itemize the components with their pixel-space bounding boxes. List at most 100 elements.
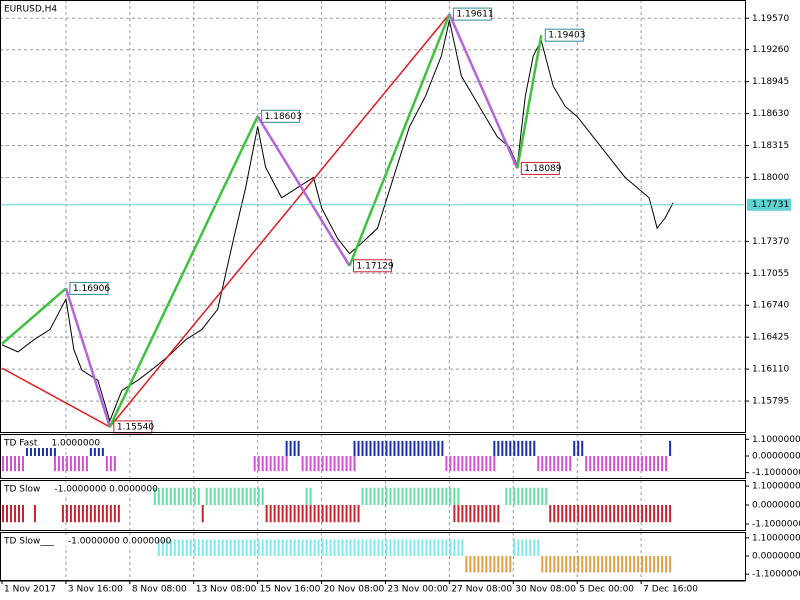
histogram-bar xyxy=(393,539,396,556)
histogram-bar xyxy=(29,440,32,456)
histogram-bar xyxy=(289,440,292,456)
histogram-bar xyxy=(353,539,356,556)
histogram-bar xyxy=(245,539,248,556)
histogram-bar xyxy=(449,456,452,472)
histogram-bar xyxy=(569,456,572,472)
histogram-bar xyxy=(553,556,556,573)
histogram-bar xyxy=(265,539,268,556)
histogram-bar xyxy=(273,456,276,472)
histogram-bar xyxy=(353,440,356,456)
histogram-bar xyxy=(17,456,20,472)
histogram-bar xyxy=(601,556,604,573)
histogram-bar xyxy=(633,505,636,523)
histogram-bar xyxy=(461,539,464,556)
histogram-bar xyxy=(221,487,224,505)
histogram-bar xyxy=(645,556,648,573)
panel-frame xyxy=(0,434,746,479)
histogram-bar xyxy=(337,505,340,523)
histogram-bar xyxy=(385,487,388,505)
histogram-bar xyxy=(301,539,304,556)
zigzag-label: 1.18603 xyxy=(265,112,302,122)
histogram-bar xyxy=(473,556,476,573)
histogram-bar xyxy=(669,556,672,573)
histogram-bar xyxy=(113,505,116,523)
histogram-bar xyxy=(185,539,188,556)
histogram-bar xyxy=(541,556,544,573)
panel-name: TD Slow___ xyxy=(3,537,54,547)
histogram-bar xyxy=(393,440,396,456)
histogram-bar xyxy=(469,456,472,472)
histogram-bar xyxy=(417,440,420,456)
histogram-bar xyxy=(345,505,348,523)
histogram-bar xyxy=(409,487,412,505)
histogram-bar xyxy=(485,456,488,472)
histogram-bar xyxy=(329,505,332,523)
x-tick-label: 27 Nov 08:00 xyxy=(451,585,512,595)
histogram-bar xyxy=(577,440,580,456)
histogram-bar xyxy=(525,440,528,456)
histogram-bar xyxy=(189,487,192,505)
histogram-bar xyxy=(177,487,180,505)
histogram-bar xyxy=(181,539,184,556)
histogram-bar xyxy=(597,505,600,523)
histogram-bar xyxy=(537,539,540,556)
histogram-bar xyxy=(601,456,604,472)
histogram-bar xyxy=(557,505,560,523)
histogram-bar xyxy=(629,505,632,523)
histogram-bar xyxy=(361,440,364,456)
zigzag-label: 1.18089 xyxy=(524,164,561,174)
histogram-bar xyxy=(205,539,208,556)
histogram-bar xyxy=(25,440,28,456)
histogram-bar xyxy=(461,456,464,472)
histogram-bar xyxy=(557,556,560,573)
panel-label-bg xyxy=(2,535,152,546)
histogram-bar xyxy=(437,440,440,456)
y-tick-label: 1.1000000 xyxy=(752,482,800,492)
histogram-bar xyxy=(549,505,552,523)
histogram-bar xyxy=(53,456,56,472)
x-tick-label: 30 Nov 08:00 xyxy=(515,585,576,595)
histogram-bar xyxy=(281,456,284,472)
zigzag-segment xyxy=(448,13,519,169)
histogram-bar xyxy=(261,456,264,472)
histogram-bar xyxy=(101,505,104,523)
histogram-bar xyxy=(341,539,344,556)
histogram-bar xyxy=(373,440,376,456)
histogram-bar xyxy=(501,556,504,573)
histogram-bar xyxy=(253,487,256,505)
histogram-bar xyxy=(337,539,340,556)
y-tick-label: -1.1000000 xyxy=(752,519,800,529)
histogram-bar xyxy=(477,556,480,573)
histogram-bar xyxy=(513,539,516,556)
histogram-bar xyxy=(529,487,532,505)
histogram-bar xyxy=(421,440,424,456)
histogram-bar xyxy=(97,440,100,456)
zigzag-label-box xyxy=(261,109,301,123)
y-tick-label: 1.1000000 xyxy=(752,533,800,543)
histogram-bar xyxy=(581,440,584,456)
histogram-bar xyxy=(485,556,488,573)
panel-name: TD Slow xyxy=(3,485,40,495)
histogram-bar xyxy=(657,505,660,523)
histogram-bar xyxy=(401,539,404,556)
histogram-bar xyxy=(269,505,272,523)
histogram-bar xyxy=(537,456,540,472)
histogram-bar xyxy=(669,505,672,523)
histogram-bar xyxy=(457,456,460,472)
zigzag-segment xyxy=(1,287,67,345)
histogram-bar xyxy=(249,539,252,556)
panel-label-bg xyxy=(2,483,152,494)
histogram-bar xyxy=(201,505,204,523)
histogram-bar xyxy=(453,487,456,505)
x-tick-label: 23 Nov 00:00 xyxy=(387,585,448,595)
histogram-bar xyxy=(637,505,640,523)
histogram-bar xyxy=(305,456,308,472)
histogram-bar xyxy=(497,556,500,573)
chart-title: EURUSD,H4 xyxy=(4,5,57,15)
histogram-bar xyxy=(77,505,80,523)
histogram-bar xyxy=(53,440,56,456)
histogram-bar xyxy=(405,487,408,505)
histogram-bar xyxy=(401,487,404,505)
histogram-bar xyxy=(61,505,64,523)
histogram-bar xyxy=(17,505,20,523)
